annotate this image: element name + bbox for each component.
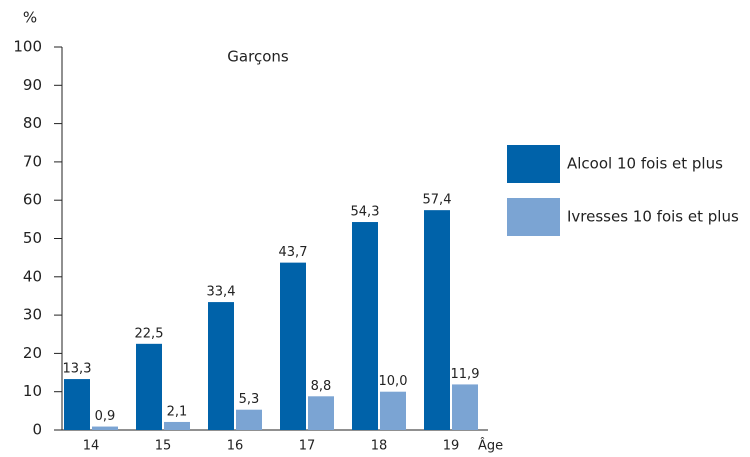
value-label: 5,3: [239, 392, 260, 407]
x-axis-label: Âge: [478, 438, 503, 454]
bar: [280, 262, 306, 430]
value-label: 13,3: [63, 362, 92, 377]
value-label: 22,5: [135, 326, 164, 341]
value-label: 33,4: [207, 285, 236, 300]
y-tick-label: 30: [23, 306, 42, 324]
chart-title: Garçons: [227, 48, 289, 66]
bar: [92, 426, 118, 430]
bar: [164, 421, 190, 430]
legend-label: Ivresses 10 fois et plus: [567, 208, 739, 226]
x-tick-label: 14: [83, 439, 100, 454]
y-tick-label: 80: [23, 114, 42, 132]
bar: [208, 302, 234, 430]
legend-swatch: [507, 145, 560, 183]
y-tick-label: 100: [13, 38, 42, 56]
y-tick-label: 50: [23, 229, 42, 247]
y-axis-label: %: [23, 9, 37, 27]
bar: [352, 222, 378, 430]
value-label: 2,1: [167, 404, 188, 419]
y-tick-label: 10: [23, 382, 42, 400]
bar: [236, 409, 262, 430]
value-label: 57,4: [423, 193, 452, 208]
value-label: 0,9: [95, 409, 116, 424]
legend-swatch: [507, 198, 560, 236]
value-label: 11,9: [451, 367, 480, 382]
bar: [380, 391, 406, 430]
y-tick-label: 40: [23, 267, 42, 285]
bar: [452, 384, 478, 430]
y-tick-label: 20: [23, 344, 42, 362]
value-label: 43,7: [279, 245, 308, 260]
y-tick-label: 90: [23, 76, 42, 94]
bar: [64, 379, 90, 430]
value-label: 10,0: [379, 374, 408, 389]
x-tick-label: 17: [299, 439, 316, 454]
bar: [308, 396, 334, 430]
y-tick-label: 0: [32, 421, 42, 439]
x-tick-label: 15: [155, 439, 172, 454]
x-tick-label: 18: [371, 439, 388, 454]
y-tick-label: 60: [23, 191, 42, 209]
value-label: 8,8: [311, 379, 332, 394]
y-tick-label: 70: [23, 152, 42, 170]
bar: [424, 210, 450, 430]
value-label: 54,3: [351, 205, 380, 220]
legend-label: Alcool 10 fois et plus: [567, 155, 723, 173]
x-tick-label: 16: [227, 439, 244, 454]
x-tick-label: 19: [443, 439, 460, 454]
bar: [136, 343, 162, 430]
